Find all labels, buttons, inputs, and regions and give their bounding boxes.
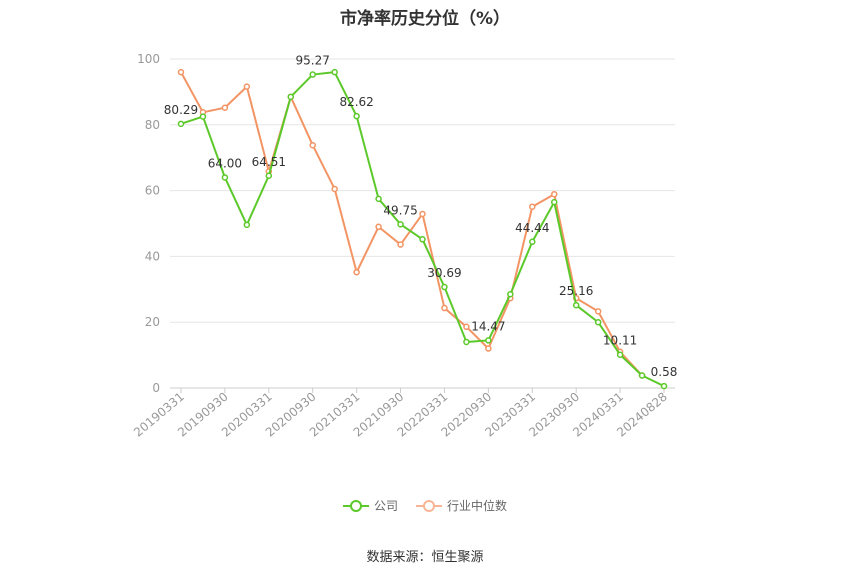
y-tick-label: 60 [145,184,160,198]
legend-item-company[interactable]: 公司 [342,497,398,514]
chart-legend: 公司 行业中位数 [0,497,850,514]
company-point [550,198,558,206]
company-point [353,112,360,120]
industry-median-point [309,141,316,149]
y-tick-label: 0 [152,381,160,395]
data-source-note: 数据来源：恒生聚源 [366,550,484,565]
data-label: 30.69 [427,266,461,280]
data-label: 44.44 [515,221,549,235]
data-label: 14.47 [471,319,505,333]
industry-median-point [375,223,382,231]
company-point [463,338,470,346]
data-label: 0.58 [651,365,678,379]
company-point [507,290,514,298]
industry-median-point [594,308,602,315]
industry-median-point [550,190,558,198]
data-label: 80.29 [164,103,198,117]
legend-item-industry-median[interactable]: 行业中位数 [416,497,507,514]
company-point [441,283,448,291]
legend-industry-label: 行业中位数 [447,499,508,513]
company-point [529,238,536,246]
industry-median-point [353,268,360,276]
industry-median-point [221,104,229,111]
industry-median-point [397,241,404,248]
data-label: 10.11 [603,334,637,348]
company-point [572,301,580,309]
industry-median-point [331,185,338,193]
data-label: 82.62 [339,95,373,109]
company-point [485,337,492,344]
data-label: 95.27 [296,54,330,68]
y-tick-label: 80 [145,118,160,132]
company-point [616,351,624,358]
company-point [199,113,207,120]
legend-industry-marker [416,498,442,514]
company-point [331,68,338,76]
company-point [594,318,602,326]
company-point [660,382,668,390]
data-label: 64.00 [208,156,242,170]
company-point [265,172,273,180]
y-tick-label: 100 [137,52,160,66]
chart-title: 市净率历史分位（%） [339,9,511,29]
company-point [638,372,646,379]
company-point [287,93,295,101]
industry-median-point [529,203,536,210]
data-label: 64.51 [252,155,286,169]
legend-company-marker [342,498,369,514]
industry-median-point [419,210,426,218]
company-point [243,221,251,229]
industry-median-point [243,83,251,90]
company-point [397,221,404,228]
industry-median-point [177,68,185,76]
industry-median-point [485,345,492,352]
industry-median-point [441,304,448,312]
data-label: 49.75 [383,203,417,217]
company-point [419,236,426,243]
y-tick-label: 40 [145,249,160,263]
company-point [221,174,229,181]
series-line-industry-median [180,71,643,377]
legend-company-label: 公司 [373,499,398,513]
y-tick-label: 20 [145,315,160,329]
data-label: 25.16 [559,284,593,298]
company-point [177,120,185,128]
series-line-company [180,71,665,387]
company-point [375,195,382,203]
industry-median-point [463,323,470,331]
company-point [309,71,316,78]
